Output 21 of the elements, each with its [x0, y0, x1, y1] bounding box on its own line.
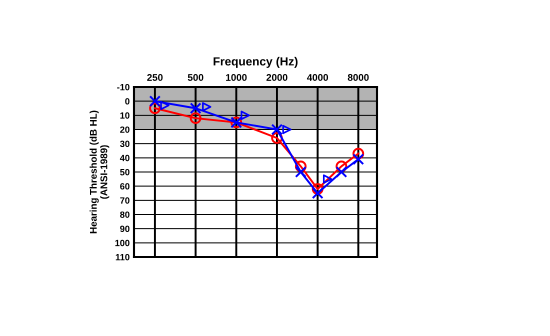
x-tick-label: 500 — [188, 74, 204, 81]
y-tick-label: 0 — [125, 98, 130, 105]
y-tick-label: 30 — [120, 140, 130, 148]
x-tick-label: 2000 — [266, 74, 288, 81]
y-tick-label: 40 — [120, 154, 130, 162]
x-tick-label: 4000 — [306, 74, 328, 81]
y-tick-label: 80 — [120, 211, 130, 218]
y-tick-label: 60 — [120, 183, 130, 190]
y-tick-label: 20 — [120, 126, 130, 133]
y-axis-title: Hearing Threshold (dB HL) (ANSI-1989) — [90, 110, 110, 234]
y-tick-label: 90 — [120, 226, 130, 232]
y-tick-label: 100 — [115, 240, 130, 246]
y-tick-label: 10 — [120, 112, 130, 119]
y-tick-label: -10 — [117, 84, 130, 90]
x-tick-label: 1000 — [226, 74, 247, 81]
x-tick-label: 250 — [147, 74, 163, 81]
y-tick-label: 110 — [116, 254, 130, 260]
x-axis-title: Frequency (Hz) — [214, 56, 298, 68]
x-tick-label: 8000 — [348, 74, 369, 81]
y-tick-label: 50 — [120, 168, 130, 176]
y-tick-label: 70 — [120, 197, 130, 204]
